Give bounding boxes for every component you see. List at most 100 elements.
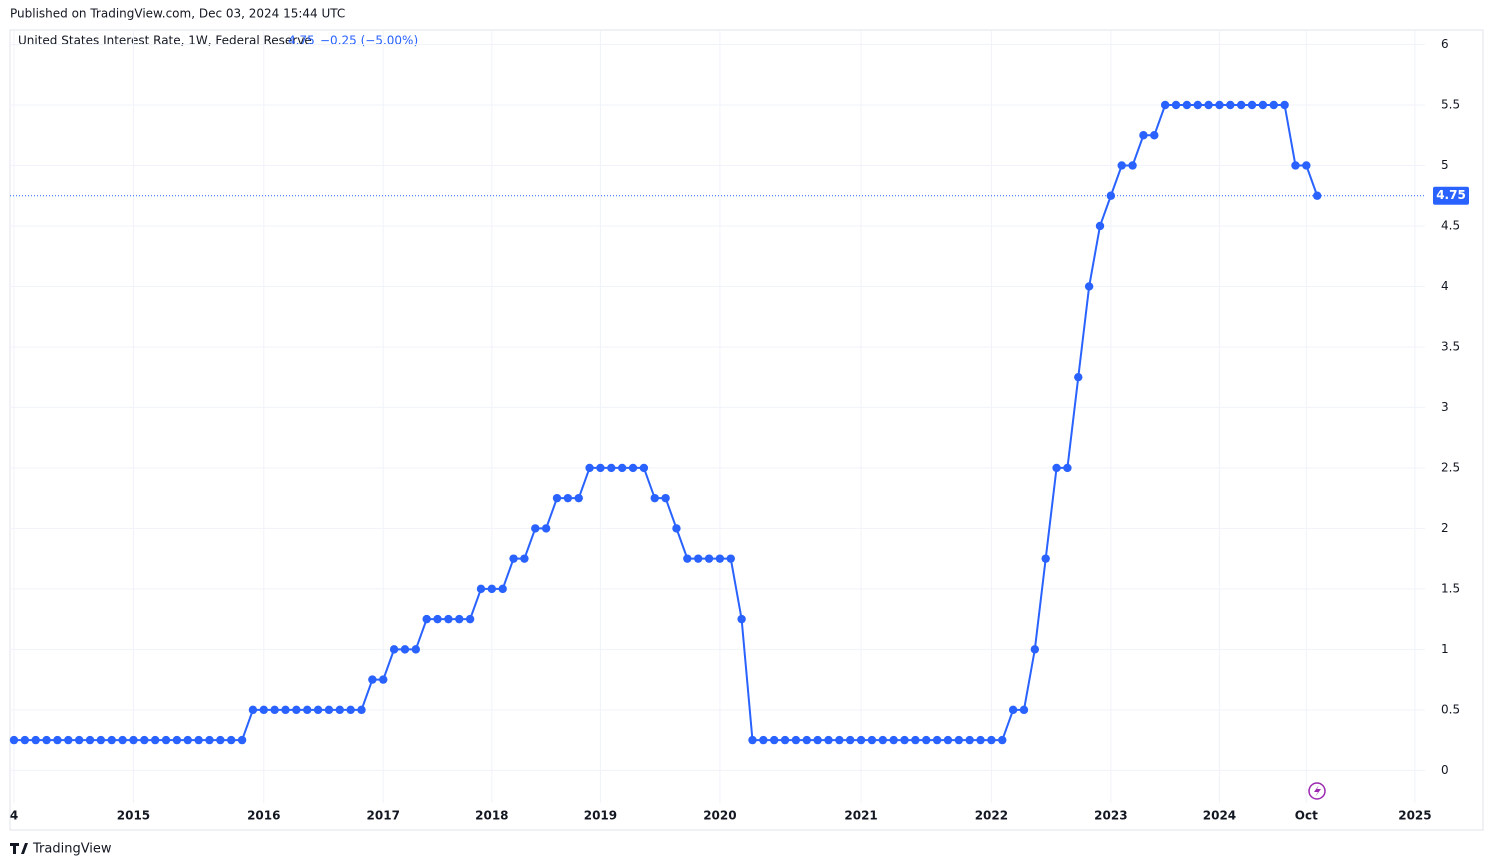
- y-tick-label: 2: [1441, 521, 1449, 535]
- point: [150, 735, 160, 745]
- point: [357, 705, 366, 715]
- y-tick-label: 4: [1441, 279, 1449, 293]
- point: [954, 735, 964, 745]
- point: [541, 524, 551, 533]
- point: [118, 735, 127, 745]
- point: [509, 554, 518, 563]
- point: [1215, 100, 1224, 110]
- point: [704, 554, 714, 563]
- point: [976, 735, 985, 745]
- point: [313, 705, 323, 715]
- point: [1117, 161, 1126, 170]
- brand: TradingView: [32, 842, 112, 857]
- point: [563, 493, 573, 503]
- point: [1074, 372, 1083, 382]
- point: [303, 705, 312, 715]
- point: [237, 735, 247, 745]
- x-tick-label: Oct: [1295, 809, 1318, 823]
- point: [129, 735, 138, 745]
- point: [1084, 282, 1094, 291]
- point: [607, 463, 616, 473]
- point: [324, 705, 334, 715]
- point: [498, 584, 507, 594]
- point: [661, 493, 670, 503]
- point: [683, 554, 692, 563]
- point: [1052, 463, 1061, 473]
- y-tick-label: 5: [1441, 158, 1449, 172]
- point: [42, 735, 51, 745]
- point: [9, 735, 19, 745]
- point: [1313, 191, 1322, 200]
- point: [379, 675, 388, 684]
- point: [672, 524, 681, 533]
- point: [85, 735, 95, 745]
- point: [878, 735, 887, 745]
- point: [650, 493, 659, 503]
- point: [205, 735, 214, 745]
- point: [737, 614, 746, 624]
- point: [531, 524, 540, 533]
- point: [748, 735, 757, 745]
- point: [770, 735, 779, 745]
- point: [574, 493, 583, 503]
- point: [802, 735, 811, 745]
- point: [780, 735, 790, 745]
- point: [140, 735, 149, 745]
- point: [835, 735, 844, 745]
- point: [1280, 100, 1289, 110]
- x-tick-label: 2020: [703, 809, 736, 823]
- point: [400, 645, 410, 654]
- point: [715, 554, 725, 563]
- point: [172, 735, 182, 745]
- x-tick-label: 2022: [975, 809, 1008, 823]
- x-tick-label: 2023: [1094, 809, 1127, 823]
- point: [726, 554, 735, 563]
- point: [520, 554, 529, 563]
- point: [292, 705, 301, 715]
- point: [389, 645, 399, 654]
- point: [943, 735, 953, 745]
- point: [1019, 705, 1029, 715]
- point: [596, 463, 605, 473]
- point: [987, 735, 996, 745]
- point: [31, 735, 40, 745]
- point: [1128, 161, 1137, 170]
- point: [1160, 100, 1170, 110]
- grid: [10, 30, 1425, 803]
- point: [216, 735, 225, 745]
- price-label: 4.75: [1436, 188, 1466, 202]
- point: [824, 735, 833, 745]
- point: [1291, 161, 1300, 170]
- point: [1171, 100, 1181, 110]
- point: [444, 614, 453, 624]
- point: [368, 675, 377, 684]
- point: [759, 735, 768, 745]
- y-tick-label: 3.5: [1441, 339, 1460, 353]
- y-tick-label: 5.5: [1441, 98, 1460, 112]
- point: [965, 735, 974, 745]
- x-tick-label: 2024: [1203, 809, 1236, 823]
- y-tick-label: 1.5: [1441, 581, 1460, 595]
- point: [227, 735, 236, 745]
- point: [487, 584, 497, 594]
- point: [183, 735, 192, 745]
- point: [1204, 100, 1213, 110]
- point: [1226, 100, 1235, 110]
- point: [639, 463, 649, 473]
- flash-icon: [1308, 782, 1326, 800]
- legend-value: 4.75: [288, 34, 315, 48]
- point: [335, 705, 344, 715]
- point: [74, 735, 84, 745]
- x-tick-label: 2016: [247, 809, 280, 823]
- point: [1150, 131, 1159, 140]
- x-tick-label: 2017: [367, 809, 400, 823]
- point: [791, 735, 801, 745]
- point: [53, 735, 62, 745]
- point: [281, 705, 290, 715]
- point: [628, 463, 638, 473]
- y-tick-label: 6: [1441, 37, 1449, 51]
- y-tick-label: 3: [1441, 400, 1449, 414]
- legend-change: −0.25 (−5.00%): [320, 34, 418, 48]
- x-tick-label: 2015: [117, 809, 150, 823]
